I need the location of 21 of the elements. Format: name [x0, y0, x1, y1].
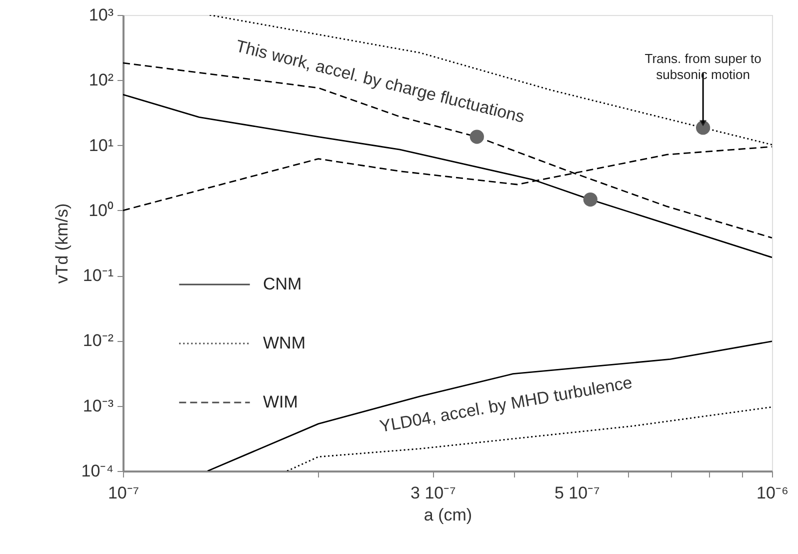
- x-tick-label: 10⁻⁶: [756, 484, 788, 502]
- point: [583, 192, 598, 207]
- legend-label: WIM: [263, 392, 298, 412]
- y-tick-label: 10⁻³: [82, 396, 114, 416]
- y-tick-label: 10⁻²: [82, 331, 114, 350]
- y-tick-label: 10³: [88, 6, 114, 24]
- annotation: YLD04, accel. by MHD turbulence: [378, 372, 634, 436]
- y-tick-label: 10²: [88, 70, 114, 90]
- annotation: Trans. from super to subsonic motion: [644, 50, 762, 82]
- x-axis-title: a (cm): [424, 506, 472, 524]
- x-tick-label: 3 10⁻⁷: [410, 484, 456, 502]
- y-tick-label: 10¹: [88, 136, 114, 155]
- y-tick-label: 10⁰: [88, 200, 114, 220]
- legend-label: CNM: [263, 274, 302, 294]
- y-axis-title: vTd (km/s): [52, 203, 72, 284]
- x-tick-label: 10⁻⁷: [108, 484, 140, 502]
- y-tick-label: 10⁻¹: [82, 266, 114, 286]
- point: [470, 130, 484, 144]
- x-tick-label: 5 10⁻⁷: [554, 484, 600, 502]
- y-tick-label: 10⁻⁴: [81, 462, 114, 480]
- legend-label: WNM: [263, 334, 306, 352]
